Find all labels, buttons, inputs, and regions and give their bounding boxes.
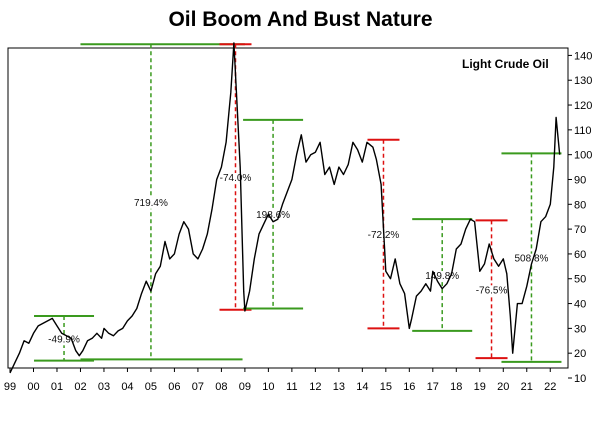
y-tick-label: 30 — [574, 323, 586, 335]
annotation-label-bg — [47, 334, 81, 346]
annotation-bust: -74.0% — [218, 43, 253, 311]
annotation-boom: 508.8% — [501, 152, 562, 363]
y-tick-label: 140 — [574, 50, 592, 62]
annotation-label: 149.8% — [425, 271, 459, 282]
x-tick-label: 06 — [168, 381, 180, 393]
x-tick-label: 18 — [450, 381, 462, 393]
y-tick-label: 80 — [574, 199, 586, 211]
annotation-boom: 198.6% — [243, 118, 304, 310]
x-tick-label: 10 — [262, 381, 274, 393]
annotation-label: -76.5% — [476, 285, 508, 296]
x-tick-label: 16 — [403, 381, 415, 393]
x-tick-label: 11 — [286, 381, 297, 393]
x-tick-label: 19 — [474, 381, 486, 393]
y-tick-label: 40 — [574, 299, 586, 311]
annotation-label: -74.0% — [220, 173, 252, 184]
annotation-label-bg — [474, 285, 509, 297]
boom-bust-annotations: -49.9%719.4%-74.0%198.6%-72.2%149.8%-76.… — [34, 43, 562, 363]
annotation-label-bg — [218, 173, 253, 184]
annotation-label-bg — [513, 253, 550, 265]
x-tick-label: 15 — [380, 381, 392, 393]
annotation-label: 198.6% — [256, 210, 290, 221]
x-tick-label: 22 — [544, 381, 556, 393]
annotation-boom: 149.8% — [412, 218, 473, 332]
x-tick-label: 08 — [215, 381, 227, 393]
y-tick-label: 110 — [574, 125, 592, 137]
x-tick-label: 14 — [356, 381, 368, 393]
legend-label: Light Crude Oil — [462, 57, 549, 71]
annotation-label: 508.8% — [515, 254, 549, 265]
x-tick-label: 12 — [309, 381, 321, 393]
x-tick-label: 03 — [98, 381, 110, 393]
x-tick-label: 02 — [74, 381, 86, 393]
y-tick-label: 70 — [574, 224, 586, 236]
x-tick-label: 05 — [145, 381, 157, 393]
x-tick-label: 07 — [192, 381, 204, 393]
x-tick-label: 01 — [51, 381, 63, 393]
y-tick-label: 20 — [574, 348, 586, 360]
annotation-boom: 719.4% — [80, 43, 245, 361]
y-tick-label: 10 — [574, 373, 586, 385]
x-tick-label: 21 — [521, 381, 533, 393]
y-tick-label: 100 — [574, 150, 592, 162]
x-tick-label: 17 — [427, 381, 439, 393]
annotation-label-bg — [255, 210, 292, 222]
plot-area — [7, 47, 569, 369]
y-tick-label: 120 — [574, 100, 592, 112]
y-tick-label: 50 — [574, 274, 586, 286]
annotation-label: -49.9% — [48, 334, 80, 345]
x-tick-label: 09 — [239, 381, 251, 393]
annotation-boom: -49.9% — [34, 314, 95, 362]
x-axis: 99 00 01 02 03 04 05 06 07 08 09 10 11 12 13 14 15 16 17 18… — [4, 368, 556, 393]
annotation-label-bg — [424, 271, 461, 283]
series-line-light-crude-oil — [9, 42, 561, 374]
y-tick-label: 90 — [574, 174, 586, 186]
x-tick-label: 00 — [27, 381, 39, 393]
y-axis: 10 20 30 40 50 60 70 80 90 100 110 120 130 140 — [568, 50, 592, 385]
y-tick-label: 60 — [574, 249, 586, 261]
x-tick-label: 13 — [333, 381, 345, 393]
chart-title: Oil Boom And Bust Nature — [168, 8, 433, 31]
annotation-bust: -76.5% — [474, 219, 509, 360]
y-tick-label: 130 — [574, 75, 592, 87]
x-tick-label: 99 — [4, 381, 16, 393]
annotation-label-bg — [132, 197, 169, 209]
x-tick-label: 20 — [497, 381, 509, 393]
x-tick-label: 04 — [121, 381, 133, 393]
annotation-label: 719.4% — [134, 198, 168, 209]
